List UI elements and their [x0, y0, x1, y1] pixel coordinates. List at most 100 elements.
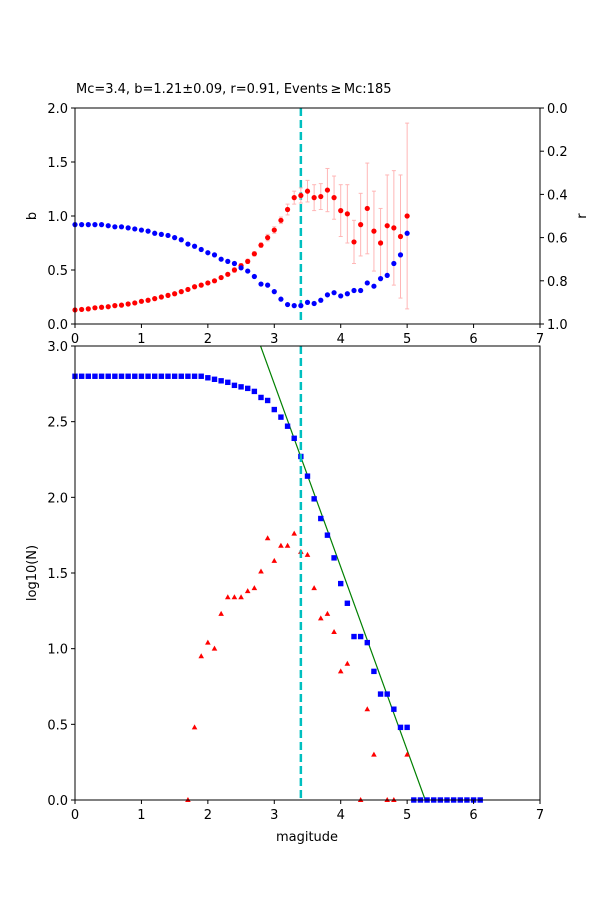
cumulative-point — [178, 373, 184, 379]
cumulative-point — [191, 373, 198, 379]
bottom-y-tick-label: 0.5 — [47, 718, 68, 733]
cumulative-point — [391, 706, 397, 712]
top-y-tick-label: 0.0 — [47, 318, 68, 333]
noncumulative-point — [317, 615, 324, 621]
cumulative-point — [165, 373, 171, 379]
noncumulative-point — [371, 751, 377, 757]
noncumulative-point — [258, 568, 264, 574]
bottom-x-tick-label: 1 — [137, 808, 145, 823]
cumulative-point — [304, 473, 311, 479]
r-point — [384, 272, 390, 278]
cumulative-point — [112, 373, 118, 379]
b-point — [351, 239, 357, 245]
top-x-tick-label: 6 — [469, 332, 477, 347]
b-point — [324, 187, 331, 193]
noncumulative-point — [224, 594, 231, 600]
cumulative-point — [357, 633, 364, 640]
cumulative-point — [324, 532, 331, 538]
b-point — [377, 240, 384, 246]
b-point — [271, 227, 277, 233]
cumulative-point — [397, 724, 404, 731]
cumulative-point — [364, 639, 370, 646]
r-point — [371, 283, 377, 289]
b-point — [152, 296, 158, 302]
cumulative-point — [231, 382, 238, 389]
bottom-axes: 0 1 2 3 4 5 6 7 0.0 0.5 1.0 1.5 2.0 2.5 3.0 — [47, 340, 544, 823]
r-point — [152, 230, 158, 236]
top-y2-tick-label: 0.8 — [547, 275, 568, 290]
b-point — [245, 258, 251, 264]
r-point — [358, 287, 364, 294]
r-point — [331, 290, 337, 296]
top-y-label: b — [25, 212, 40, 220]
cumulative-point — [132, 373, 138, 379]
r-point — [165, 232, 171, 239]
b-point — [291, 195, 297, 201]
cumulative-point — [384, 691, 390, 697]
r-point — [125, 225, 131, 231]
cumulative-point — [344, 600, 351, 606]
bottom-y-tick-label: 1.5 — [47, 567, 68, 582]
r-point — [251, 273, 257, 280]
b-point — [105, 304, 111, 310]
r-point — [291, 303, 297, 309]
b-point — [98, 304, 105, 310]
bottom-x-label: magitude — [276, 830, 338, 845]
r-point — [132, 226, 138, 232]
bottom-x-tick-label: 5 — [403, 808, 411, 823]
cumulative-point — [218, 378, 224, 384]
cumulative-point — [291, 435, 297, 442]
cumulative-point — [92, 373, 98, 379]
bottom-y-tick-label: 2.5 — [47, 416, 68, 431]
r-point — [211, 252, 218, 258]
noncumulative-point — [404, 751, 410, 757]
cumulative-point — [258, 394, 264, 401]
bottom-y-tick-label: 3.0 — [47, 340, 68, 355]
r-point — [351, 287, 357, 294]
r-point — [231, 260, 238, 267]
b-point — [371, 228, 377, 234]
r-point — [191, 243, 198, 249]
noncumulative-point — [198, 653, 205, 659]
top-y-tick-label: 1.0 — [47, 210, 68, 225]
noncumulative-point — [231, 594, 238, 600]
cumulative-point — [318, 515, 324, 522]
r-point — [205, 250, 211, 256]
r-point — [118, 224, 125, 230]
b-point — [218, 274, 224, 281]
cumulative-point — [171, 373, 178, 379]
cumulative-point — [78, 373, 85, 379]
b-point — [265, 235, 271, 241]
noncumulative-point — [284, 542, 291, 548]
cumulative-point — [85, 373, 91, 379]
b-point — [158, 294, 164, 300]
cumulative-point — [271, 406, 277, 413]
r-point — [391, 260, 397, 267]
b-point — [251, 251, 257, 257]
r-point — [225, 258, 231, 264]
top-x-tick-label: 5 — [403, 332, 411, 347]
cumulative-point — [211, 376, 218, 382]
bottom-y-label: log10(N) — [25, 545, 40, 601]
noncumulative-point — [211, 645, 218, 651]
r-point — [344, 291, 350, 297]
cumulative-point — [404, 724, 410, 731]
bottom-y-tick-label: 0.0 — [47, 794, 68, 809]
r-point — [404, 230, 410, 236]
b-point — [278, 217, 284, 223]
r-point — [218, 256, 224, 262]
top-axes: 0 1 2 3 4 5 6 7 0.0 0.5 1.0 1.5 2.0 0.0 0.2 0.4 0.6 0.8 1.… — [47, 102, 567, 347]
noncumulative-point — [238, 594, 244, 600]
cumulative-point — [225, 379, 231, 386]
r-point — [178, 237, 184, 243]
b-point — [205, 280, 211, 286]
bottom-y-tick-label: 2.0 — [47, 491, 68, 506]
b-point — [344, 211, 350, 217]
gr-fit-line — [259, 346, 426, 800]
cumulative-point — [145, 373, 151, 379]
r-point — [238, 265, 244, 271]
b-point — [298, 192, 304, 199]
b-point — [172, 291, 178, 297]
bottom-x-tick-label: 3 — [270, 808, 278, 823]
r-point — [364, 280, 370, 286]
